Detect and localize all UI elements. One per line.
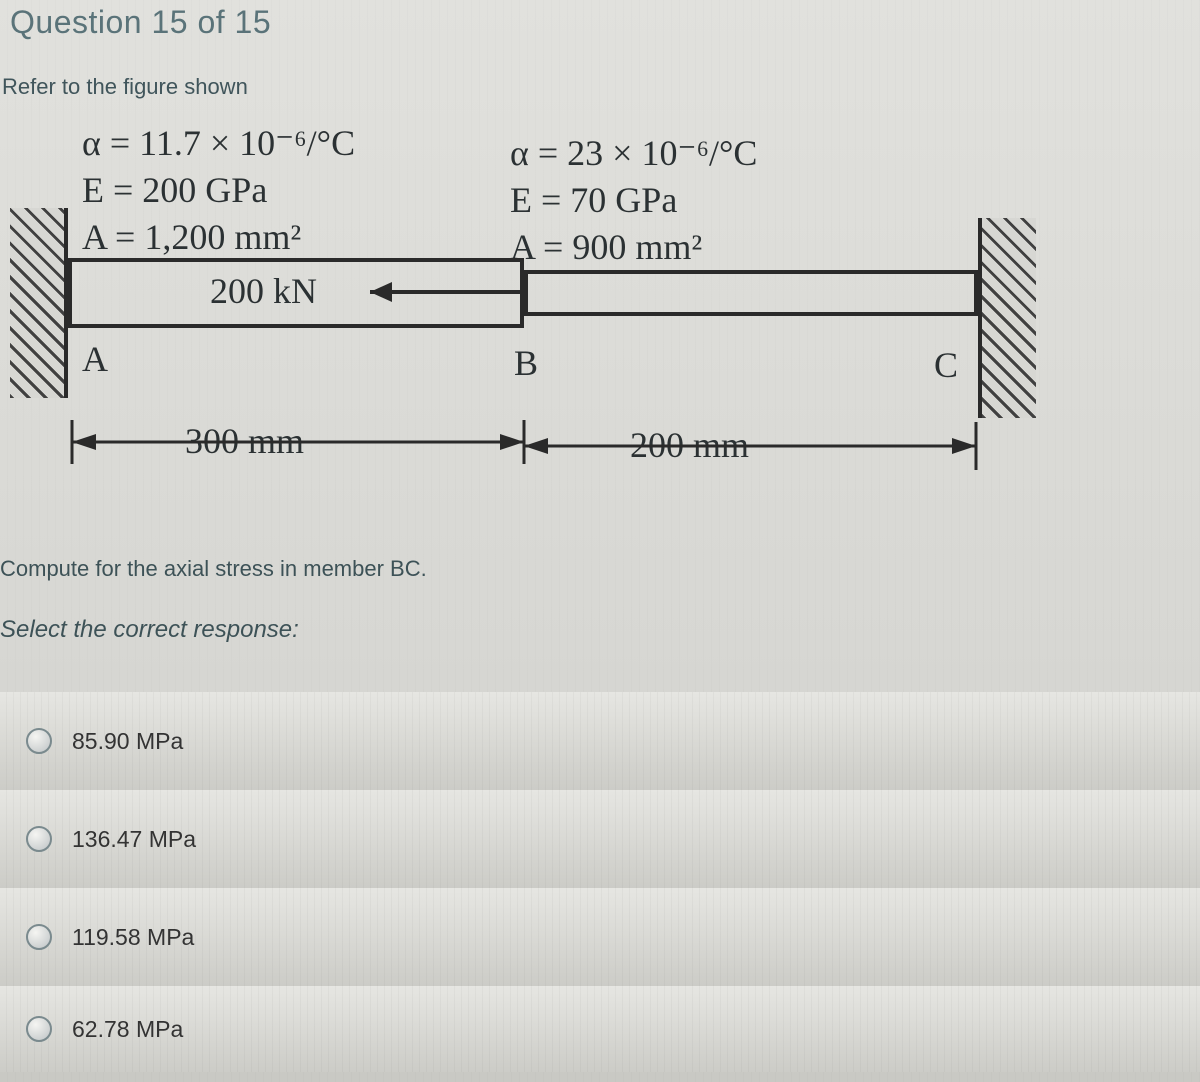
option-label: 62.78 MPa: [72, 1016, 183, 1043]
dim-AB-label: 300 mm: [185, 420, 304, 462]
point-B-label: B: [514, 342, 538, 384]
radio-icon: [26, 924, 52, 950]
radio-icon: [26, 728, 52, 754]
answer-option[interactable]: 136.47 MPa: [0, 790, 1200, 888]
point-C-label: C: [934, 344, 958, 386]
E-left: E = 200 GPa: [82, 167, 355, 214]
force-label: 200 kN: [210, 270, 317, 312]
A-left: A = 1,200 mm²: [82, 214, 355, 261]
option-label: 119.58 MPa: [72, 924, 194, 951]
select-prompt: Select the correct response:: [0, 616, 299, 644]
alpha-right: α = 23 × 10⁻⁶/°C: [510, 130, 757, 177]
material-props-left: α = 11.7 × 10⁻⁶/°C E = 200 GPa A = 1,200…: [82, 120, 355, 260]
bar-BC: [524, 270, 978, 316]
answer-options: 85.90 MPa 136.47 MPa 119.58 MPa 62.78 MP…: [0, 692, 1200, 1072]
figure: α = 11.7 × 10⁻⁶/°C E = 200 GPa A = 1,200…: [10, 120, 1050, 500]
answer-option[interactable]: 119.58 MPa: [0, 888, 1200, 986]
option-label: 136.47 MPa: [72, 826, 196, 853]
fixed-wall-right: [978, 218, 1036, 418]
compute-prompt: Compute for the axial stress in member B…: [0, 556, 427, 582]
option-label: 85.90 MPa: [72, 728, 183, 755]
material-props-right: α = 23 × 10⁻⁶/°C E = 70 GPa A = 900 mm²: [510, 130, 757, 270]
answer-option[interactable]: 85.90 MPa: [0, 692, 1200, 790]
fixed-wall-left: [10, 208, 68, 398]
A-right: A = 900 mm²: [510, 224, 757, 271]
question-heading: Question 15 of 15: [10, 4, 271, 41]
alpha-left: α = 11.7 × 10⁻⁶/°C: [82, 120, 355, 167]
E-right: E = 70 GPa: [510, 177, 757, 224]
radio-icon: [26, 1016, 52, 1042]
radio-icon: [26, 826, 52, 852]
answer-option[interactable]: 62.78 MPa: [0, 986, 1200, 1072]
point-A-label: A: [82, 338, 108, 380]
dim-BC-label: 200 mm: [630, 424, 749, 466]
refer-text: Refer to the figure shown: [2, 74, 248, 100]
